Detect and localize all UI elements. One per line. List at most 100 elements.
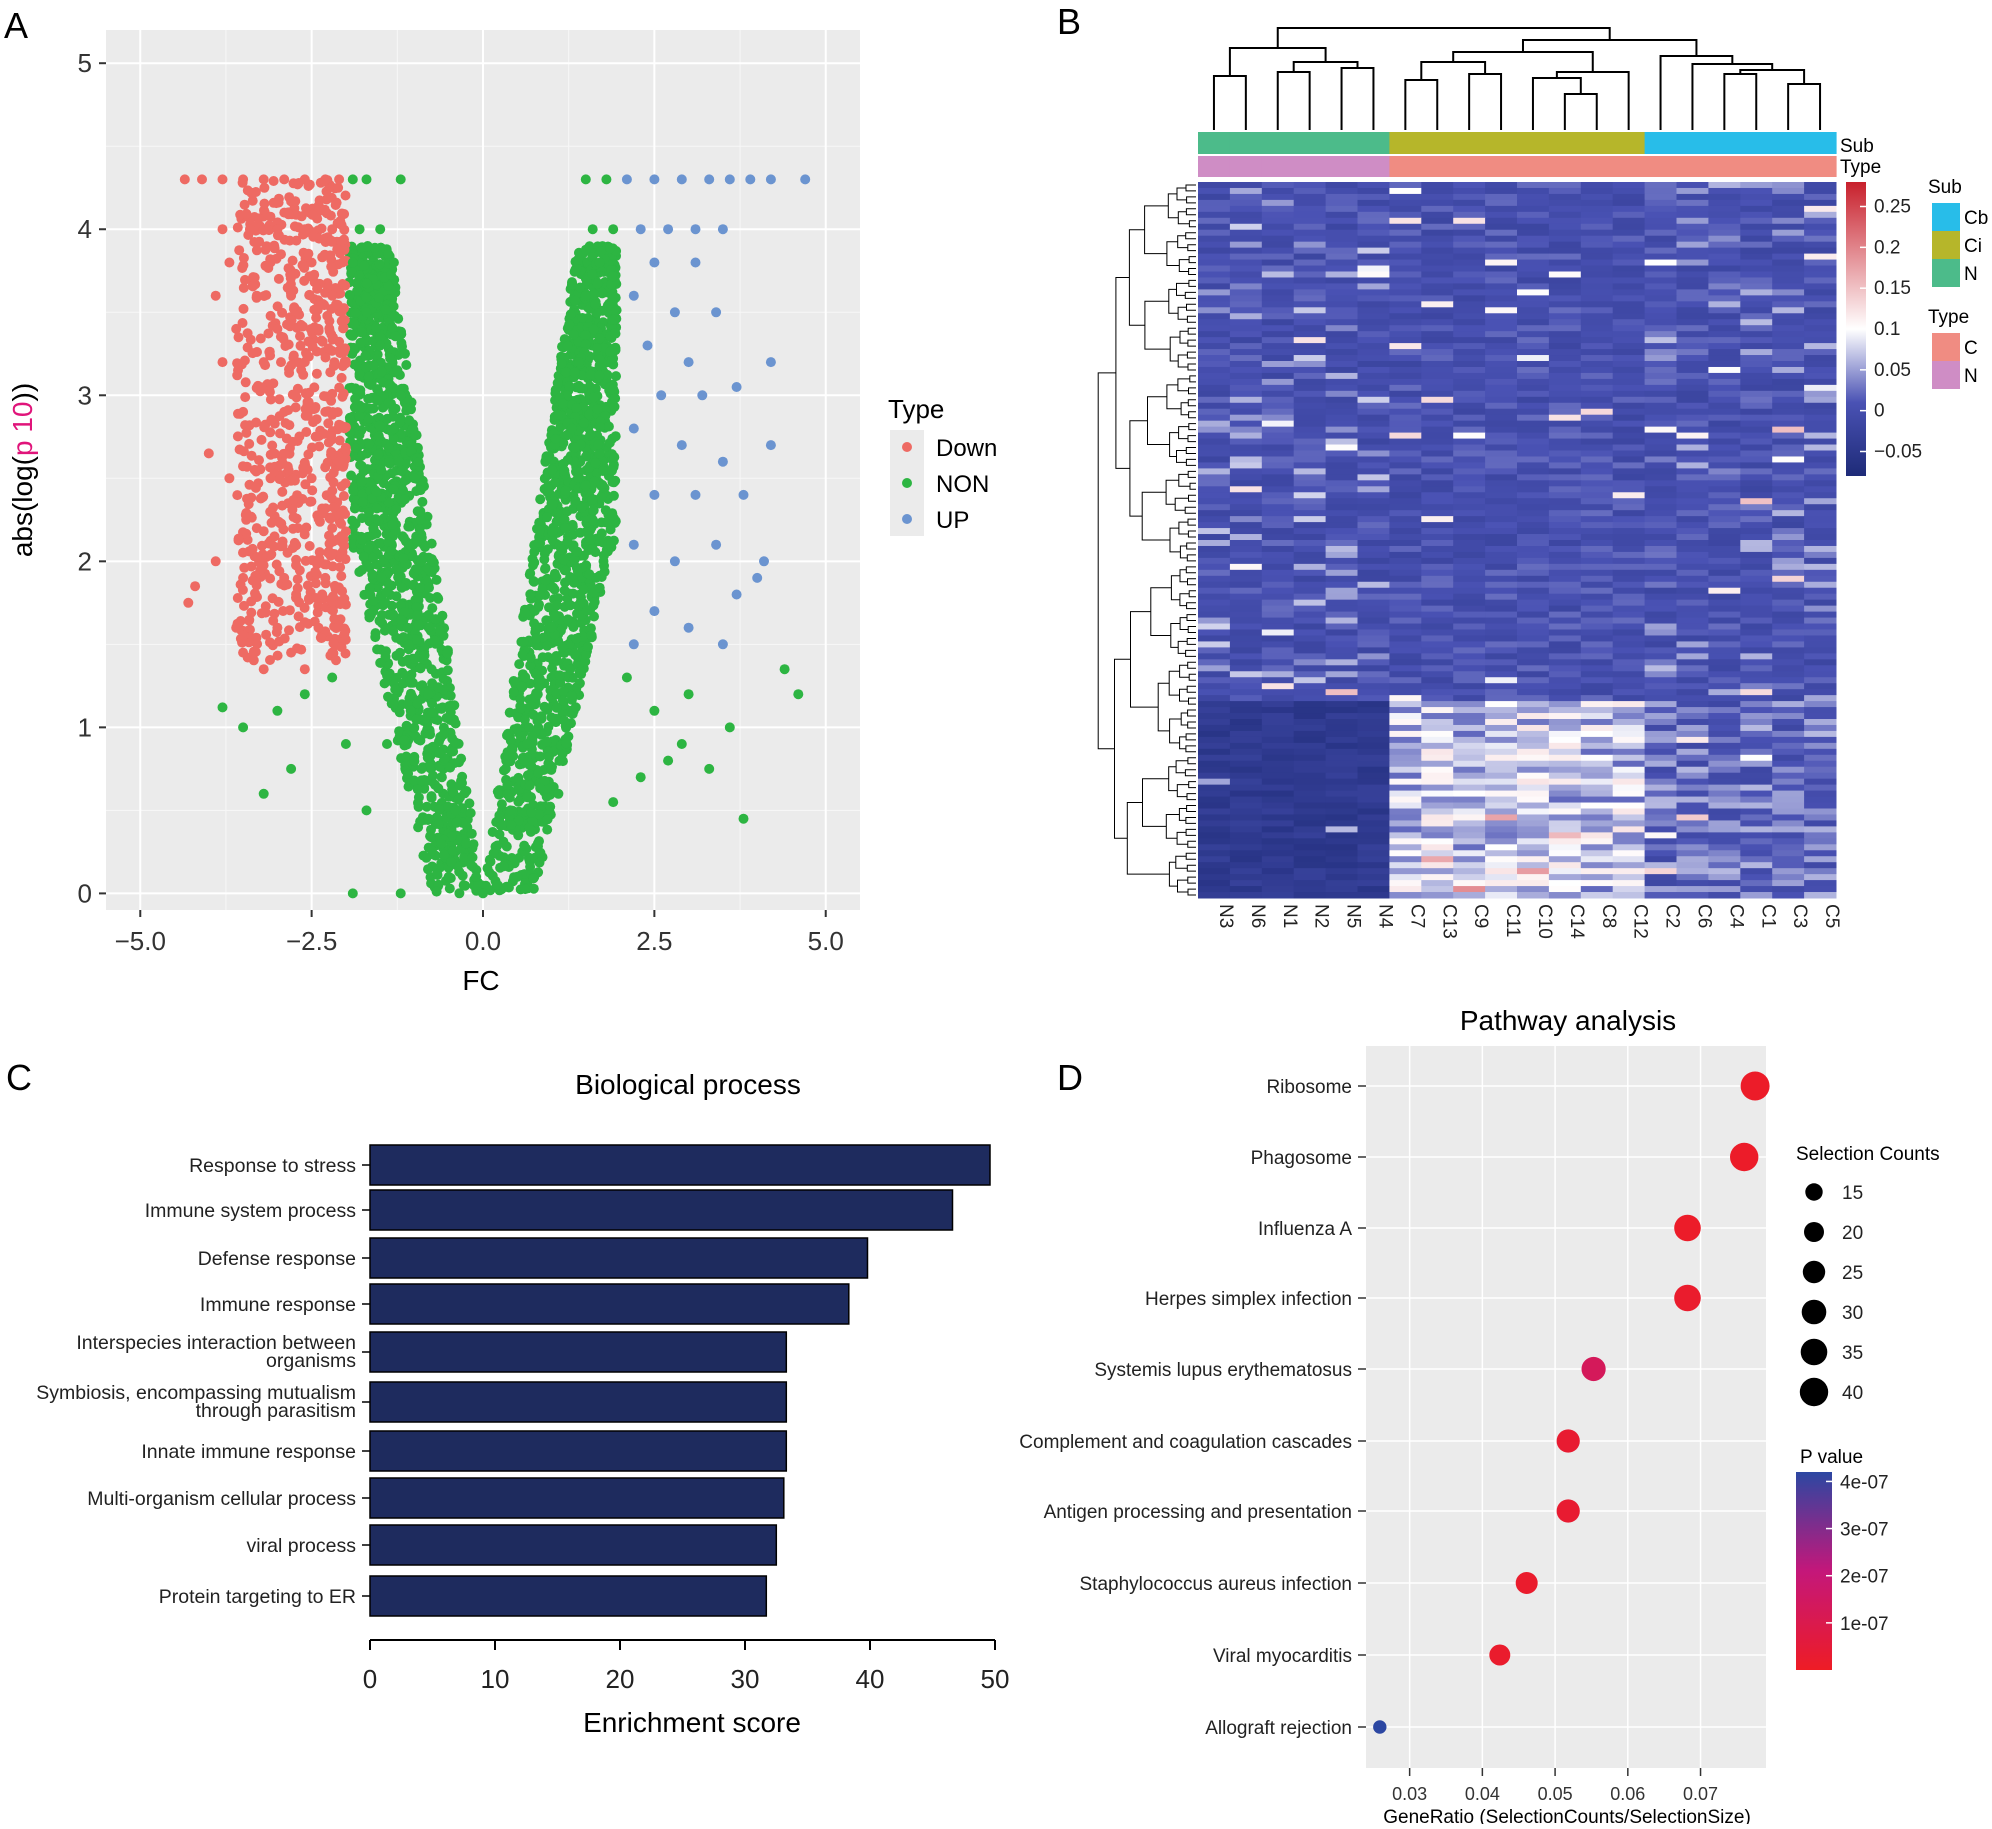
heatmap-cell [1294,391,1326,397]
volcano-cloud-point [608,271,618,281]
volcano-cloud-point [442,648,452,658]
volcano-cloud-point [605,243,615,253]
heatmap-cell [1326,260,1358,266]
heatmap-cell [1358,415,1390,421]
heatmap-cell [1453,421,1485,427]
heatmap-cell [1198,319,1230,325]
heatmap-cell [1230,504,1262,510]
heatmap-cell [1740,283,1772,289]
heatmap-cell [1581,379,1613,385]
dendrogram-link [1523,40,1696,56]
volcano-point-non [410,473,420,483]
volcano-cloud-point [522,739,532,749]
heatmap-cell [1708,361,1740,367]
heatmap-cell [1485,260,1517,266]
heatmap-cell [1517,289,1549,295]
heatmap-cell [1677,540,1709,546]
heatmap-cell [1358,343,1390,349]
heatmap-cell [1198,194,1230,200]
volcano-point-non [423,689,433,699]
volcano-cloud-point [575,667,585,677]
volcano-point-non [286,764,296,774]
heatmap-cell [1708,307,1740,313]
heatmap-cell [1389,433,1421,439]
dendrogram-link [1565,94,1597,130]
row-dendrogram-link [1188,841,1196,847]
volcano-cloud-point [570,368,580,378]
volcano-cloud-point [560,515,570,525]
heatmap-cell [1677,289,1709,295]
heatmap-cell [1389,188,1421,194]
heatmap-cell [1485,397,1517,403]
volcano-point-down [238,174,248,184]
heatmap-cell [1198,272,1230,278]
heatmap-cell [1677,486,1709,492]
heatmap-cell [1262,516,1294,522]
heatmap-cell [1581,325,1613,331]
heatmap-cell [1294,462,1326,468]
heatmap-cell [1772,439,1804,445]
heatmap-cell [1581,522,1613,528]
heatmap-cell [1198,462,1230,468]
heatmap-cell [1453,236,1485,242]
heatmap-cell [1421,409,1453,415]
heatmap-cell [1198,456,1230,462]
heatmap-cell [1804,379,1836,385]
volcano-point-down [300,174,310,184]
volcano-cloud-point [608,384,618,394]
volcano-cloud-point [607,538,617,548]
heatmap-cell [1326,337,1358,343]
heatmap-cell [1549,307,1581,313]
volcano-point-up [649,606,659,616]
heatmap-cell [1708,224,1740,230]
heatmap-cell [1198,451,1230,457]
heatmap-cell [1389,528,1421,534]
volcano-legend: Type Down NON UP [888,394,997,536]
heatmap-cell [1581,272,1613,278]
volcano-cloud-point [350,504,360,514]
volcano-cloud-point [289,512,299,522]
heatmap-cell [1645,194,1677,200]
volcano-cloud-point [336,571,346,581]
volcano-cloud-point [502,780,512,790]
heatmap-cell [1262,456,1294,462]
heatmap-cell [1549,194,1581,200]
volcano-cloud-point [593,279,603,289]
heatmap-cell [1294,474,1326,480]
volcano-cloud-point [413,822,423,832]
heatmap-cell [1581,188,1613,194]
heatmap-cell [1613,272,1645,278]
heatmap-cell [1804,343,1836,349]
heatmap-cell [1549,266,1581,272]
volcano-point-non [492,880,502,890]
heatmap-cell [1485,224,1517,230]
heatmap-cell [1453,528,1485,534]
volcano-cloud-point [427,708,437,718]
heatmap-cell [1613,456,1645,462]
volcano-cloud-point [270,609,280,619]
heatmap-cell [1358,188,1390,194]
heatmap-cell [1740,236,1772,242]
heatmap-cell [1772,361,1804,367]
heatmap-cell [1389,534,1421,540]
heatmap-cell [1740,504,1772,510]
row-dendrogram-link [1188,877,1196,883]
heatmap-cell [1740,433,1772,439]
volcano-cloud-point [398,553,408,563]
heatmap-cell [1389,403,1421,409]
heatmap-cell [1549,397,1581,403]
heatmap-cell [1453,540,1485,546]
heatmap-cell [1549,343,1581,349]
heatmap-cell [1326,266,1358,272]
heatmap-cell [1485,373,1517,379]
heatmap-cell [1613,391,1645,397]
heatmap-sub-cell [1389,132,1422,154]
heatmap-cell [1517,367,1549,373]
volcano-cloud-point [346,331,356,341]
volcano-point-down [266,473,276,483]
heatmap-cell [1772,277,1804,283]
heatmap-cell [1740,295,1772,301]
heatmap-cell [1772,313,1804,319]
volcano-cloud-point [296,645,306,655]
